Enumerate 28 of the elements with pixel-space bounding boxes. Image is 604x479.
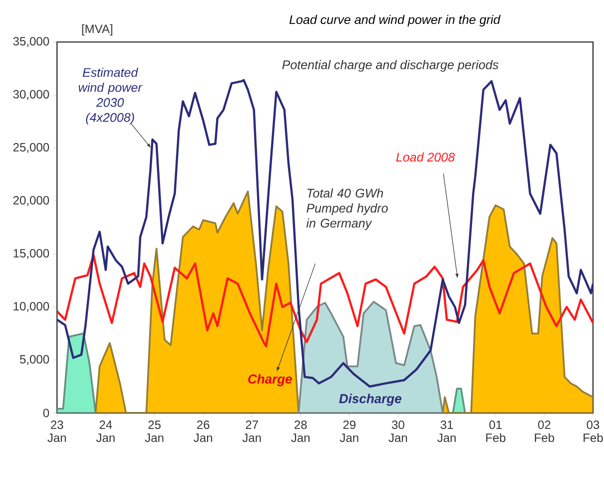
- y-tick-label: 0: [43, 408, 50, 418]
- x-tick-label: 28 Jan: [291, 420, 310, 442]
- x-tick-label: 31 Jan: [437, 420, 456, 442]
- text: Load 2008: [396, 152, 455, 162]
- x-tick-label: 30 Jan: [388, 420, 407, 442]
- y-tick-label: 30,000: [13, 90, 50, 100]
- y-tick-label: 10,000: [14, 302, 50, 312]
- y-tick-label: 15,000: [14, 249, 50, 259]
- x-tick-label: 24 Jan: [96, 420, 115, 442]
- x-tick-label: 27 Jan: [242, 420, 261, 442]
- chart-title: Load curve and wind power in the grid: [289, 14, 501, 26]
- x-tick-label: 01 Feb: [486, 420, 506, 442]
- y-tick-label: 25,000: [13, 143, 50, 153]
- series-label: Charge: [248, 374, 292, 386]
- series-label: Discharge: [339, 394, 402, 406]
- x-tick-label: 02 Feb: [534, 420, 554, 442]
- x-tick-label: 26 Jan: [194, 420, 212, 442]
- series-label: Estimated wind power 2030 (4x2008): [78, 68, 142, 124]
- annotation: Potential charge and discharge periods: [282, 60, 498, 72]
- y-axis-title: [MVA]: [82, 24, 112, 36]
- y-tick-label: 35,000: [13, 37, 50, 47]
- y-tick-label: 20,000: [13, 196, 50, 206]
- x-tick-label: 03 Feb: [584, 420, 603, 442]
- annotation: Total 40 GWh Pumped hydro in Germany: [306, 188, 388, 230]
- x-tick-label: 25 Jan: [144, 420, 164, 442]
- x-tick-label: 23 Jan: [48, 420, 66, 442]
- y-tick-label: 5,000: [20, 355, 50, 365]
- x-tick-label: 29 Jan: [340, 420, 358, 442]
